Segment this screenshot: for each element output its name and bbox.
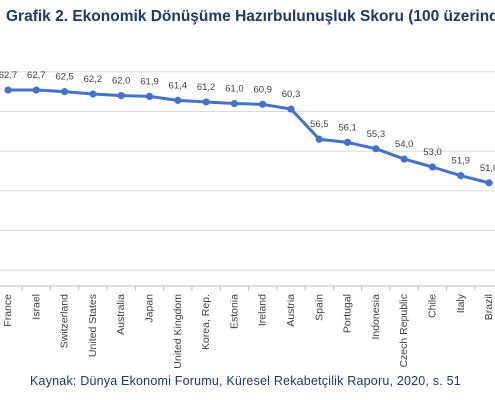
data-point xyxy=(202,98,210,106)
data-point xyxy=(230,99,238,108)
data-label: 51,0 xyxy=(480,163,495,174)
data-label: 62,5 xyxy=(55,72,74,83)
data-point xyxy=(32,86,40,94)
x-tick-label: Spain xyxy=(313,294,325,321)
source-note: Kaynak: Dünya Ekonomi Forumu, Küresel Re… xyxy=(30,374,461,388)
data-point xyxy=(287,105,295,113)
x-tick-label: United States xyxy=(87,294,99,357)
x-tick-label: Austria xyxy=(285,294,297,327)
data-label: 55,3 xyxy=(367,129,386,140)
x-tick-label: United Kingdom xyxy=(172,294,184,369)
x-tick-label: Estonia xyxy=(228,294,240,329)
x-tick-label: Czech Republic xyxy=(398,294,410,368)
data-point xyxy=(61,88,69,96)
x-tick-label: Indonesia xyxy=(370,294,382,340)
x-tick-label: Chile xyxy=(427,294,439,318)
data-point xyxy=(315,135,323,143)
data-point xyxy=(457,172,465,180)
data-label: 61,9 xyxy=(140,76,159,87)
data-label: 53,0 xyxy=(423,147,442,158)
data-point xyxy=(4,86,12,94)
data-point xyxy=(428,163,437,171)
data-label: 60,9 xyxy=(253,84,272,95)
data-label: 62,0 xyxy=(112,76,131,87)
data-point xyxy=(400,155,408,163)
data-label: 51,9 xyxy=(452,156,471,167)
x-tick-label: Korea, Rep. xyxy=(200,294,212,350)
data-label: 54,0 xyxy=(395,139,414,150)
x-tick-label: Italy xyxy=(455,293,467,313)
data-point xyxy=(89,90,97,98)
data-point xyxy=(145,92,154,100)
data-label: 61,2 xyxy=(197,82,216,93)
data-point xyxy=(174,96,182,104)
series-line xyxy=(8,88,490,185)
data-label: 62,7 xyxy=(27,70,46,81)
data-label: 62,2 xyxy=(84,74,103,85)
data-label: 60,3 xyxy=(282,89,301,100)
data-point xyxy=(372,145,380,153)
x-tick-label: Australia xyxy=(115,294,127,335)
chart-title: Grafik 2. Ekonomik Dönüşüme Hazırbulunuş… xyxy=(6,8,495,25)
data-point xyxy=(117,92,125,100)
x-tick-label: Portugal xyxy=(342,294,354,333)
data-point xyxy=(485,179,493,187)
data-point xyxy=(344,138,352,147)
x-tick-label: Switzerland xyxy=(59,294,71,348)
data-label: 56,5 xyxy=(310,119,329,130)
data-label: 56,1 xyxy=(338,122,357,133)
x-tick-label: Japan xyxy=(144,294,156,323)
data-label: 62,7 xyxy=(0,70,17,81)
x-tick-label: France xyxy=(2,294,14,327)
data-point xyxy=(259,100,267,108)
x-tick-label: Israel xyxy=(30,294,42,320)
x-tick-label: Ireland xyxy=(257,294,269,326)
x-tick-label: Brazil xyxy=(483,294,495,320)
data-label: 61,4 xyxy=(169,80,188,91)
data-label: 61,0 xyxy=(225,84,244,95)
